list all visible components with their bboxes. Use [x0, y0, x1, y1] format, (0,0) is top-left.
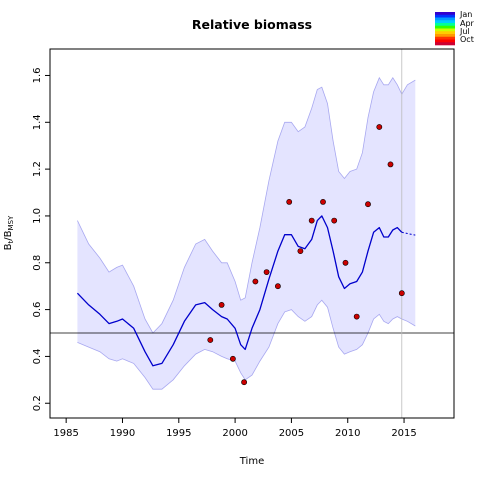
legend-color-band	[435, 28, 455, 32]
data-point	[342, 259, 349, 266]
chart-title: Relative biomass	[192, 17, 312, 32]
legend-label: Oct	[460, 35, 474, 44]
forecast-line	[401, 231, 416, 236]
y-tick-label: 1.4	[32, 114, 43, 130]
band-lower-line	[77, 299, 416, 390]
data-point	[286, 198, 293, 205]
legend-color-band	[435, 20, 455, 24]
data-point	[263, 269, 270, 275]
legend-label: Jul	[459, 27, 470, 36]
legend-color-band	[435, 34, 455, 38]
data-point	[308, 217, 315, 224]
data-point	[252, 278, 259, 285]
legend-color-band	[435, 39, 455, 43]
legend-color-band	[435, 12, 455, 16]
y-tick-label: 1.2	[32, 161, 43, 177]
legend-color-band	[435, 36, 455, 40]
x-tick-label: 2000	[222, 428, 247, 439]
legend-color-band	[435, 23, 455, 27]
data-point	[331, 217, 338, 224]
x-tick-label: 2005	[279, 428, 304, 439]
y-tick-label: 1.6	[32, 68, 43, 84]
legend-label: Jan	[459, 10, 472, 19]
x-axis: 1985 1990 1995 2000 2005 2010 2015	[53, 418, 417, 439]
x-tick-label: 1985	[53, 428, 78, 439]
y-axis-label-main: B	[3, 243, 14, 250]
legend-color-band	[435, 17, 455, 21]
legend-label: Apr	[460, 19, 475, 28]
x-axis-label: Time	[239, 456, 264, 467]
data-point	[398, 290, 405, 297]
data-point	[241, 379, 247, 386]
data-point	[376, 124, 383, 130]
y-axis-label: Bt/BMSY	[3, 215, 15, 250]
x-tick-label: 1990	[110, 428, 135, 439]
data-point	[387, 161, 394, 168]
band-upper-line	[77, 76, 416, 334]
plot-frame	[49, 48, 455, 419]
uncertainty-band	[77, 77, 416, 390]
legend-color-band	[435, 31, 455, 35]
data-point	[297, 248, 304, 254]
legend-color-band	[435, 14, 455, 18]
data-point	[229, 355, 236, 362]
x-tick-label: 2015	[391, 428, 416, 439]
data-point	[353, 313, 360, 320]
y-tick-label: 0.2	[32, 395, 43, 411]
data-point	[274, 283, 281, 290]
y-axis-label-mid: /B	[3, 230, 14, 240]
data-point	[218, 301, 225, 308]
median-line	[76, 215, 403, 367]
y-axis: 0.2 0.4 0.6 0.8 1.0 1.2 1.4 1.6	[32, 68, 50, 411]
y-tick-label: 0.6	[32, 302, 43, 318]
plot-area	[50, 49, 454, 418]
y-tick-label: 1.0	[32, 208, 43, 224]
y-tick-label: 0.8	[32, 255, 43, 271]
y-axis-label-sub1: t	[7, 240, 15, 243]
x-tick-label: 2010	[335, 428, 360, 439]
data-point	[365, 201, 371, 208]
legend-color-band	[435, 25, 455, 29]
x-tick-label: 1995	[166, 428, 191, 439]
data-point	[320, 198, 326, 205]
data-point	[207, 337, 214, 343]
y-axis-label-sub2: MSY	[7, 215, 15, 230]
y-tick-label: 0.4	[32, 348, 43, 364]
legend-color-band	[435, 42, 455, 46]
